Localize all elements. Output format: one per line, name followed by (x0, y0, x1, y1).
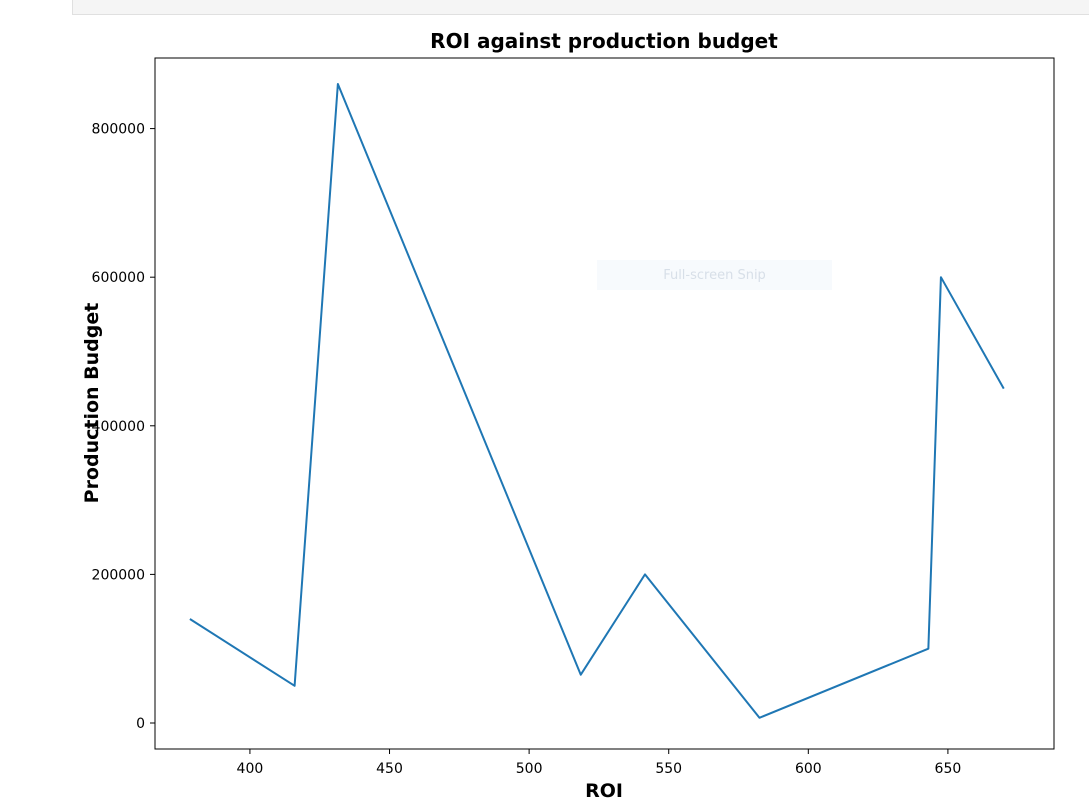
plot-area (154, 57, 1055, 750)
x-tick-label: 600 (795, 761, 822, 777)
x-tick-label: 650 (935, 761, 962, 777)
x-tick-label: 450 (376, 761, 403, 777)
x-tick-label: 550 (655, 761, 682, 777)
y-tick-label: 800000 (92, 122, 145, 138)
full-screen-snip-overlay[interactable]: Full-screen Snip (597, 260, 832, 290)
chart-title: ROI against production budget (430, 29, 778, 53)
x-axis: 400 450 500 550 600 650 (237, 749, 962, 777)
y-tick-label: 0 (136, 716, 145, 732)
notebook-cell-bar (72, 0, 1089, 15)
y-axis: 0 200000 400000 600000 800000 (92, 122, 155, 732)
x-tick-label: 500 (516, 761, 543, 777)
x-axis-label: ROI (585, 780, 623, 799)
y-tick-label: 200000 (92, 567, 145, 583)
y-tick-label: 400000 (92, 419, 145, 435)
series-group (189, 83, 1005, 719)
x-tick-label: 400 (237, 761, 264, 777)
y-axis-label: Production Budget (81, 303, 103, 504)
y-tick-label: 600000 (92, 270, 145, 286)
